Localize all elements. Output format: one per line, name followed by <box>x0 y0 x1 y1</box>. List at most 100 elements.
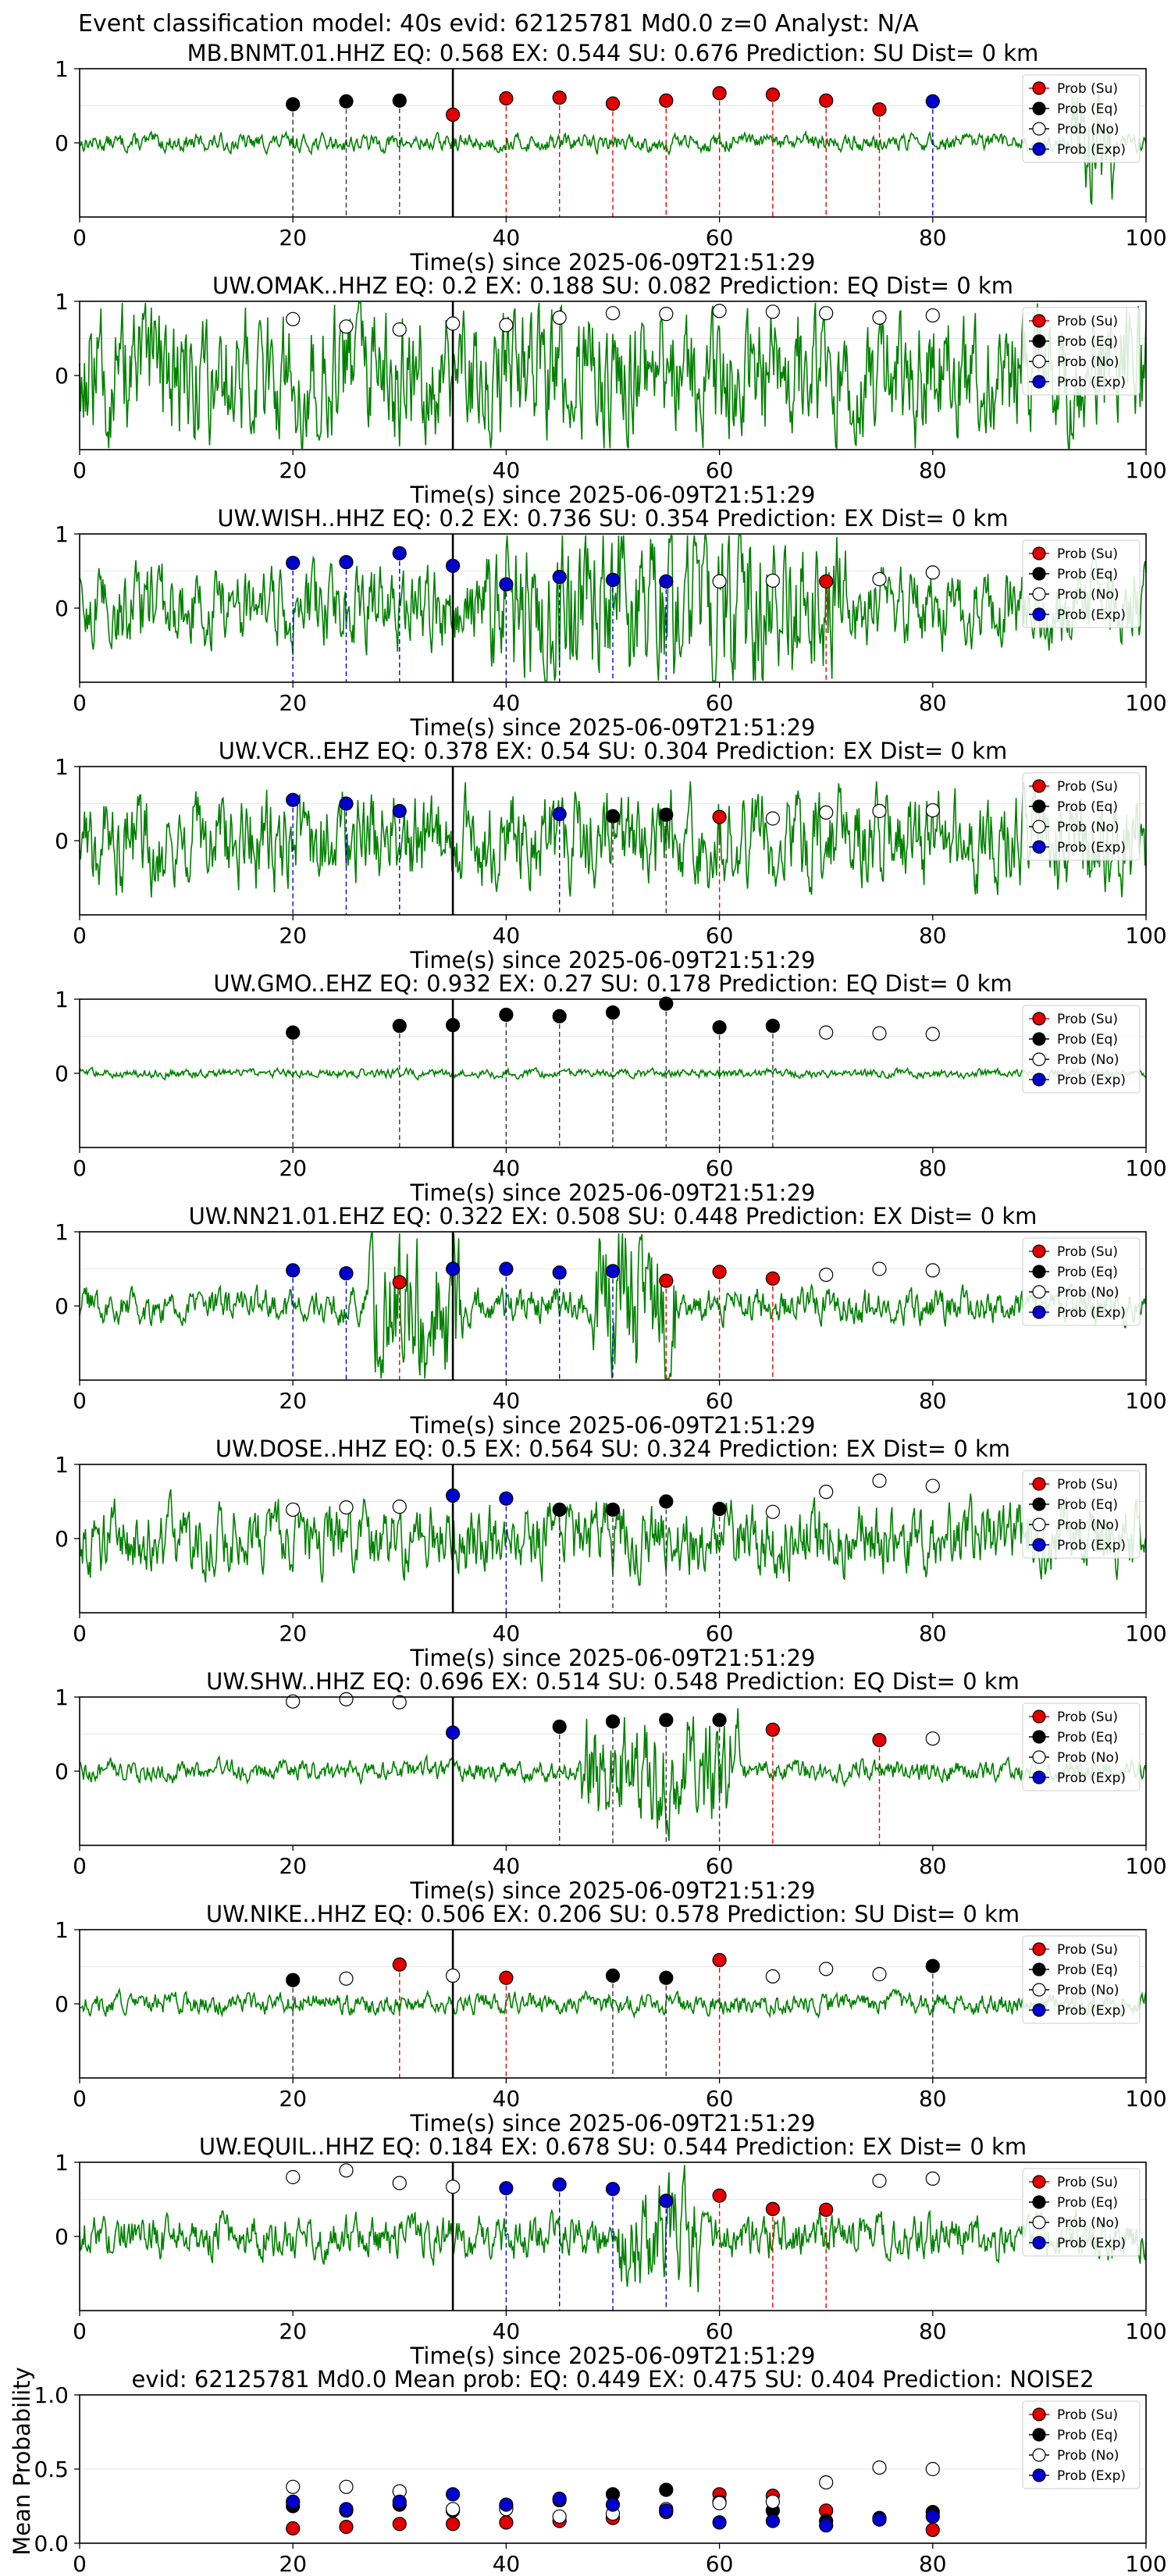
panel-1-legend-label-exp: Prob (Exp) <box>1057 142 1126 158</box>
panel-11-ytick-label-1: 0.5 <box>34 2457 69 2482</box>
panel-5-xtick-label-5: 100 <box>1125 1155 1166 1181</box>
panel-6-legend-marker-exp <box>1032 1305 1046 1319</box>
panel-8-xtick-label-0: 0 <box>73 1853 87 1879</box>
panel-3-window-marker-10 <box>819 574 834 589</box>
panel-3-ytick-label-1: 1 <box>55 521 69 547</box>
panel-3-window-marker-7 <box>659 574 674 589</box>
panel-8-window-marker-4 <box>552 1719 567 1735</box>
panel-2-window-marker-5 <box>552 310 567 325</box>
panel-11-xtick-label-1: 20 <box>279 2551 307 2576</box>
panel-1-legend-marker-eq <box>1032 101 1046 116</box>
panel-10-ytick-label-1: 1 <box>55 2150 69 2176</box>
panel-5-xtick-label-3: 60 <box>706 1155 734 1181</box>
panel-11-xtick-label-5: 100 <box>1125 2551 1166 2576</box>
panel-4-window-marker-4 <box>605 809 621 824</box>
panel-1-xtick-label-4: 80 <box>919 225 947 251</box>
panel-5-window-marker-11 <box>925 1026 940 1041</box>
panel-1-window-marker-3 <box>445 107 461 122</box>
panel-4-window-marker-5 <box>659 807 674 822</box>
panel-11-xtick-label-0: 0 <box>73 2551 87 2576</box>
panel-1-window-marker-11 <box>872 102 887 117</box>
panel-6-window-marker-10 <box>819 1267 834 1283</box>
panel-1-legend-marker-su <box>1032 81 1046 95</box>
panel-11-series-no-point-8 <box>712 2496 727 2510</box>
panel-5-ytick-label-0: 0 <box>55 1061 69 1087</box>
panel-1-window-marker-1 <box>339 94 354 109</box>
panel-8-xtick-label-5: 100 <box>1125 1853 1166 1879</box>
panel-1-xtick-label-3: 60 <box>706 225 734 251</box>
panel-3-legend-box <box>1022 539 1141 628</box>
panel-4-xlabel: Time(s) since 2025-06-09T21:51:29 <box>410 947 816 973</box>
panel-5-legend-marker-exp <box>1032 1073 1046 1087</box>
panel-8-window-marker-8 <box>765 1722 781 1737</box>
panel-2-legend-marker-exp <box>1032 375 1046 389</box>
panel-2-window-marker-12 <box>925 308 940 323</box>
panel-6-xlabel: Time(s) since 2025-06-09T21:51:29 <box>410 1412 816 1439</box>
panel-10-window-marker-12 <box>925 2171 940 2186</box>
panel-1-window-marker-8 <box>712 86 727 101</box>
panel-7-xtick-label-0: 0 <box>73 1621 87 1646</box>
panel-9-ytick-label-1: 1 <box>55 1917 69 1943</box>
panel-11-legend-label-eq: Prob (Eq) <box>1057 2428 1118 2443</box>
panel-3-xtick-label-0: 0 <box>73 690 87 716</box>
panel-2-window-marker-1 <box>339 319 354 334</box>
panel-3-window-marker-6 <box>605 572 621 588</box>
panel-6-ytick-label-0: 0 <box>55 1293 69 1319</box>
panel-11-series-su-point-2 <box>392 2517 407 2532</box>
panel-7-window-marker-2 <box>392 1500 407 1514</box>
panel-9-xtick-label-3: 60 <box>706 2086 734 2112</box>
panel-6-window-marker-5 <box>552 1265 567 1280</box>
panel-4-window-marker-0 <box>286 792 301 807</box>
panel-6-window-marker-4 <box>499 1261 514 1276</box>
panel-8-window-marker-7 <box>712 1713 727 1727</box>
panel-2-ytick-label-1: 1 <box>55 289 69 315</box>
panel-10-legend-marker-eq <box>1032 2195 1046 2209</box>
panel-9-window-marker-8 <box>765 1969 781 1984</box>
panel-2-legend-marker-no <box>1032 354 1046 368</box>
panel-3-window-marker-4 <box>499 577 514 592</box>
panel-10-window-marker-2 <box>392 2176 407 2190</box>
panel-3-legend-label-exp: Prob (Exp) <box>1057 607 1126 623</box>
panel-9-window-marker-2 <box>392 1957 407 1972</box>
panel-11: evid: 62125781 Md0.0 Mean prob: EQ: 0.44… <box>9 2366 1167 2576</box>
panel-3-xtick-label-2: 40 <box>493 690 521 716</box>
panel-2-window-marker-6 <box>605 306 621 321</box>
panel-5-legend-marker-no <box>1032 1052 1046 1066</box>
panel-4-ytick-label-0: 0 <box>55 828 69 854</box>
panel-8-legend-marker-eq <box>1032 1730 1046 1744</box>
panel-3-legend-marker-eq <box>1032 567 1046 581</box>
panel-6-window-marker-7 <box>659 1273 674 1288</box>
panel-2-ytick-label-0: 0 <box>55 363 69 389</box>
panel-4-frame <box>79 766 1147 916</box>
panel-5-window-marker-2 <box>445 1018 461 1033</box>
panel-7-window-marker-9 <box>765 1504 781 1519</box>
panel-8-legend-marker-exp <box>1032 1770 1046 1784</box>
panel-3: UW.WISH..HHZ EQ: 0.2 EX: 0.736 SU: 0.354… <box>55 505 1167 741</box>
panel-5-xtick-label-2: 40 <box>493 1155 521 1181</box>
panel-8-xtick-label-2: 40 <box>493 1853 521 1879</box>
panel-8-legend-marker-su <box>1032 1710 1046 1724</box>
panel-11-series-exp-point-8 <box>712 2515 727 2530</box>
panel-10-legend-marker-no <box>1032 2215 1046 2229</box>
panel-4-ytick-label-1: 1 <box>55 754 69 780</box>
panel-10-xlabel: Time(s) since 2025-06-09T21:51:29 <box>410 2343 816 2369</box>
panel-6-xtick-label-1: 20 <box>279 1388 307 1414</box>
panel-3-xtick-label-3: 60 <box>706 690 734 716</box>
panel-8-legend-label-su: Prob (Su) <box>1057 1710 1118 1725</box>
panel-5: UW.GMO..EHZ EQ: 0.932 EX: 0.27 SU: 0.178… <box>55 970 1167 1206</box>
panel-10-legend-label-eq: Prob (Eq) <box>1057 2195 1118 2211</box>
panel-9-legend-marker-exp <box>1032 2003 1046 2017</box>
panel-7-window-marker-12 <box>925 1478 940 1493</box>
panel-3-legend-marker-no <box>1032 587 1046 601</box>
panel-6-window-marker-3 <box>445 1261 461 1276</box>
panel-2-window-marker-3 <box>445 316 461 331</box>
panel-10-legend-marker-exp <box>1032 2236 1046 2250</box>
panel-11-series-exp-point-10 <box>819 2518 834 2533</box>
panel-1-legend-marker-exp <box>1032 142 1046 156</box>
panel-1-title: MB.BNMT.01.HHZ EQ: 0.568 EX: 0.544 SU: 0… <box>187 40 1039 66</box>
panel-8-window-marker-5 <box>605 1714 621 1729</box>
panel-7-legend-label-no: Prob (No) <box>1057 1517 1119 1533</box>
panel-4-window-marker-3 <box>552 806 567 821</box>
panel-8-legend-marker-no <box>1032 1750 1046 1764</box>
